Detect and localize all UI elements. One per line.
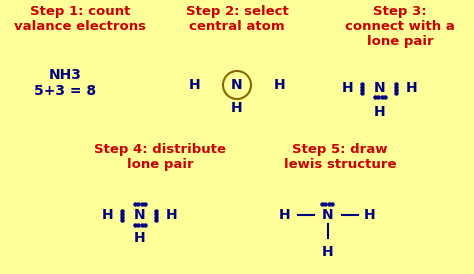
Text: H: H	[189, 78, 201, 92]
Text: Step 5: draw
lewis structure: Step 5: draw lewis structure	[284, 143, 396, 171]
Text: H: H	[274, 78, 286, 92]
Text: N: N	[322, 208, 334, 222]
Text: H: H	[279, 208, 291, 222]
Text: H: H	[406, 81, 418, 95]
Text: Step 2: select
central atom: Step 2: select central atom	[186, 5, 288, 33]
Text: N: N	[374, 81, 386, 95]
Text: H: H	[342, 81, 354, 95]
Text: NH3
5+3 = 8: NH3 5+3 = 8	[34, 68, 96, 98]
Text: N: N	[134, 208, 146, 222]
Text: N: N	[231, 78, 243, 92]
Text: Step 3:
connect with a
lone pair: Step 3: connect with a lone pair	[345, 5, 455, 48]
Text: Step 1: count
valance electrons: Step 1: count valance electrons	[14, 5, 146, 33]
Text: H: H	[364, 208, 376, 222]
Text: Step 4: distribute
lone pair: Step 4: distribute lone pair	[94, 143, 226, 171]
Text: H: H	[374, 105, 386, 119]
Text: H: H	[166, 208, 178, 222]
Text: H: H	[134, 231, 146, 245]
Text: H: H	[102, 208, 114, 222]
Text: H: H	[231, 101, 243, 115]
Text: H: H	[322, 245, 334, 259]
